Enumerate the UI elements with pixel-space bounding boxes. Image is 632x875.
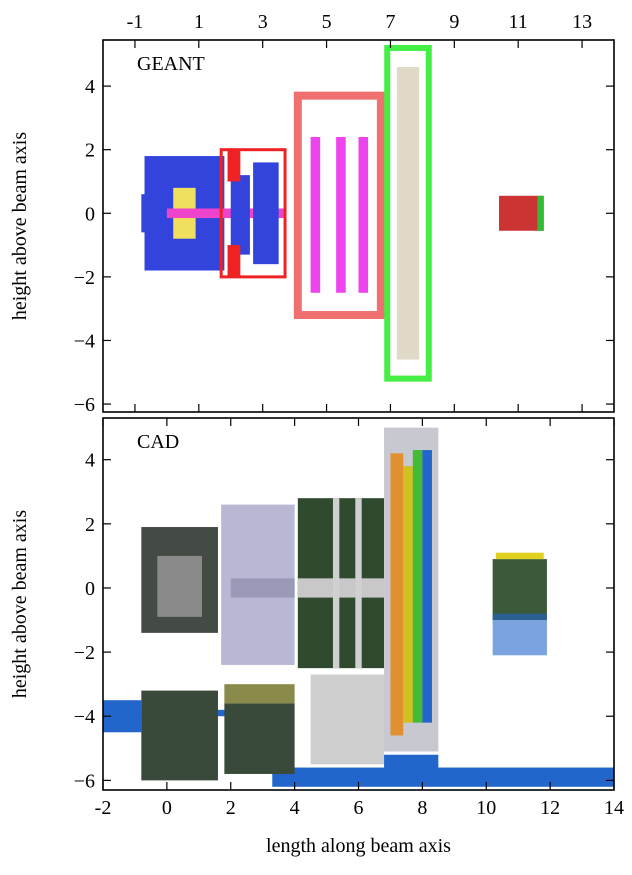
detector-part [359,137,369,293]
y-axis-label: height above beam axis [9,132,31,320]
detector-drawing [103,428,614,787]
x-tick-label: 11 [509,11,528,33]
detector-part [272,768,614,787]
detector-part [397,67,419,360]
x-tick-label: 7 [385,11,395,33]
figure: -1135791113−6−4−2024GEANTheight above be… [0,0,632,870]
detector-part [231,175,250,254]
x-tick-label: 1 [194,11,204,33]
x-tick-label: 9 [449,11,459,33]
detector-part [224,684,294,703]
page: {"chart_data": [ {"type": "geometry", "p… [0,0,632,870]
detector-part [298,578,384,597]
panel: -2 0 2 4 6 8 10 12 14 −6 −4 −2 0 2 4 CAD height above be… [9,418,624,857]
detector-part [355,498,361,668]
x-tick-label: 5 [322,11,332,33]
detector-part [390,453,403,735]
y-tick-label: 0 [85,578,95,600]
detector-part [253,162,279,264]
y-tick-label: −2 [74,642,95,664]
detector-part [141,691,218,781]
detector-part [231,578,295,597]
detector-part [384,755,438,777]
detector-part [333,498,339,668]
y-tick-label: 2 [85,514,95,536]
detector-part [228,245,241,277]
x-tick-label: 4 [290,797,300,819]
y-tick-label: −4 [74,330,95,352]
x-tick-label: 8 [417,797,427,819]
detector-part [537,196,543,231]
panel-label: GEANT [137,53,205,75]
detector-part [224,703,294,774]
detector-part [422,450,432,723]
x-tick-label: 3 [258,11,268,33]
y-tick-label: 2 [85,140,95,162]
x-tick-label: 13 [572,11,592,33]
y-tick-label: −4 [74,706,95,728]
x-tick-label: 12 [540,797,560,819]
panel-label: CAD [137,431,179,453]
detector-part [499,196,544,231]
detector-part [413,450,423,723]
detector-part [311,137,321,293]
detector-drawing [141,48,543,379]
detector-part [336,137,346,293]
y-tick-label: 4 [85,450,95,472]
detector-part [157,556,202,617]
detector-part [493,614,547,656]
y-tick-label: 0 [85,203,95,225]
x-tick-label: 10 [476,797,496,819]
detector-part [496,553,544,559]
detector-part [403,466,413,723]
detector-part [493,559,547,620]
detector-part [228,150,241,182]
y-tick-label: 4 [85,76,95,98]
y-tick-label: −6 [74,394,95,416]
detector-part [311,675,384,765]
x-tick-label: -1 [127,11,144,33]
x-axis-label: length along beam axis [266,835,451,857]
detector-part [141,194,147,232]
x-tick-label: 6 [354,797,364,819]
x-tick-label: 0 [162,797,172,819]
y-tick-label: −6 [74,770,95,792]
x-tick-label: 14 [604,797,624,819]
x-tick-label: -2 [95,797,112,819]
x-tick-label: 2 [226,797,236,819]
y-tick-label: −2 [74,267,95,289]
y-axis-label: height above beam axis [9,510,31,698]
